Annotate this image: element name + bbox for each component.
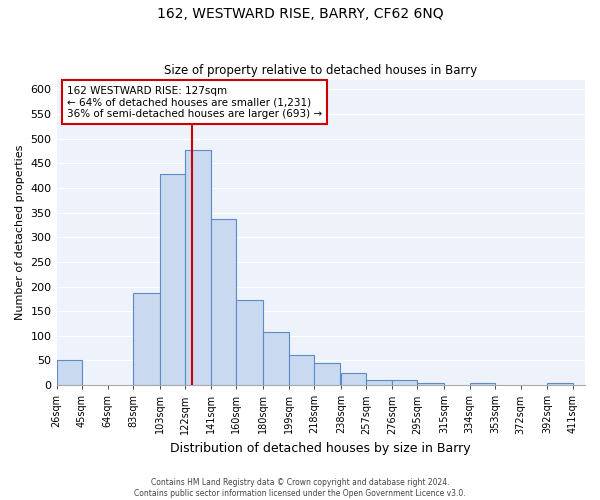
Bar — [56, 360, 82, 385]
Bar — [367, 380, 392, 385]
X-axis label: Distribution of detached houses by size in Barry: Distribution of detached houses by size … — [170, 442, 471, 455]
Bar — [470, 382, 495, 385]
Y-axis label: Number of detached properties: Number of detached properties — [15, 144, 25, 320]
Bar — [392, 380, 418, 385]
Bar — [289, 355, 314, 385]
Bar — [418, 382, 444, 385]
Bar — [314, 364, 340, 385]
Bar — [185, 150, 211, 385]
Bar — [341, 374, 367, 385]
Bar — [211, 218, 236, 385]
Bar — [133, 293, 160, 385]
Title: Size of property relative to detached houses in Barry: Size of property relative to detached ho… — [164, 64, 478, 77]
Text: 162 WESTWARD RISE: 127sqm
← 64% of detached houses are smaller (1,231)
36% of se: 162 WESTWARD RISE: 127sqm ← 64% of detac… — [67, 86, 322, 119]
Bar — [263, 332, 289, 385]
Text: 162, WESTWARD RISE, BARRY, CF62 6NQ: 162, WESTWARD RISE, BARRY, CF62 6NQ — [157, 8, 443, 22]
Bar — [160, 174, 185, 385]
Text: Contains HM Land Registry data © Crown copyright and database right 2024.
Contai: Contains HM Land Registry data © Crown c… — [134, 478, 466, 498]
Bar — [547, 382, 573, 385]
Bar — [236, 300, 263, 385]
